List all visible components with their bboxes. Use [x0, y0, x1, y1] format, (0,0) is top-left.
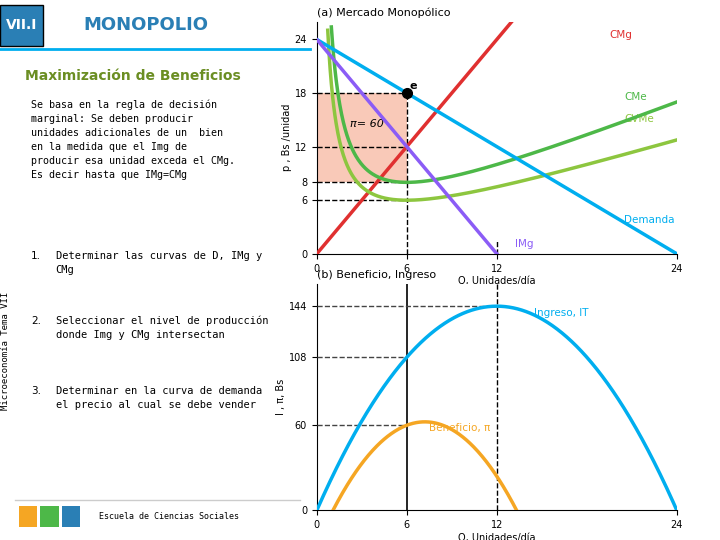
Text: MONOPOLIO: MONOPOLIO: [83, 16, 208, 35]
Text: Ingreso, IT: Ingreso, IT: [534, 308, 589, 318]
Text: Beneficio, π: Beneficio, π: [429, 423, 490, 433]
Text: 1.: 1.: [31, 251, 41, 261]
Text: Microeconomía Tema VII: Microeconomía Tema VII: [1, 292, 10, 410]
Text: Seleccionar el nivel de producción
donde Img y CMg intersectan: Seleccionar el nivel de producción donde…: [55, 316, 269, 340]
Y-axis label: I , π, Bs: I , π, Bs: [276, 379, 286, 415]
Text: 2.: 2.: [31, 316, 41, 326]
Text: Demanda: Demanda: [624, 214, 675, 225]
Text: (a) Mercado Monopólico: (a) Mercado Monopólico: [317, 8, 450, 18]
Bar: [317, 93, 407, 183]
Text: Determinar en la curva de demanda
el precio al cual se debe vender: Determinar en la curva de demanda el pre…: [55, 386, 262, 410]
Text: (b) Beneficio, Ingreso: (b) Beneficio, Ingreso: [317, 270, 436, 280]
Text: 3.: 3.: [31, 386, 41, 396]
Text: π= 60: π= 60: [350, 119, 384, 129]
Y-axis label: p , Bs /unidad: p , Bs /unidad: [282, 104, 292, 171]
Text: CMe: CMe: [624, 92, 647, 102]
X-axis label: Q, Unidades/día: Q, Unidades/día: [458, 276, 536, 286]
Bar: [40, 506, 59, 526]
Text: CVMe: CVMe: [624, 113, 654, 124]
Text: Escuela de Ciencias Sociales: Escuela de Ciencias Sociales: [99, 512, 239, 521]
Text: CMg: CMg: [609, 30, 632, 39]
Text: Se basa en la regla de decisión
marginal: Se deben producir
unidades adicionales: Se basa en la regla de decisión marginal…: [31, 100, 235, 180]
Text: IMg: IMg: [515, 239, 534, 248]
X-axis label: Q, Unidades/día: Q, Unidades/día: [458, 533, 536, 540]
Text: e: e: [410, 82, 418, 91]
Text: VII.I: VII.I: [6, 18, 37, 32]
FancyBboxPatch shape: [0, 5, 43, 46]
Bar: [62, 506, 81, 526]
Text: Determinar las curvas de D, IMg y
CMg: Determinar las curvas de D, IMg y CMg: [55, 251, 262, 275]
Text: Maximización de Beneficios: Maximización de Beneficios: [24, 69, 240, 83]
Bar: [19, 506, 37, 526]
